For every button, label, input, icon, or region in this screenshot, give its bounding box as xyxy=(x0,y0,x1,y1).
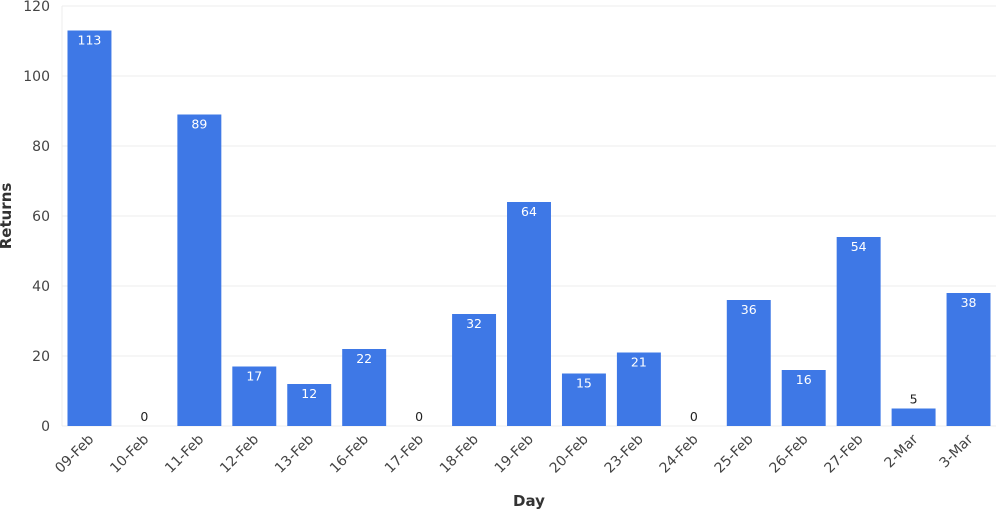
y-axis-ticks: 0 20 40 60 80 100 120 xyxy=(23,0,50,435)
y-tick-label: 20 xyxy=(32,349,50,365)
x-axis-title: Day xyxy=(513,492,545,510)
x-tick-label: 10-Feb xyxy=(107,431,152,476)
bar-value-label: 12 xyxy=(301,386,317,401)
y-axis-title: Returns xyxy=(0,183,15,250)
bar-value-label: 64 xyxy=(521,204,537,219)
bar-value-label: 16 xyxy=(796,372,812,387)
bar-value-labels: 113 0 89 17 12 22 0 32 64 15 21 0 36 16 54 5 38 xyxy=(78,33,977,425)
bar-value-label: 113 xyxy=(78,33,102,48)
bar-value-label: 5 xyxy=(910,392,918,407)
bar-3-Mar[interactable] xyxy=(946,293,991,426)
x-tick-label: 13-Feb xyxy=(272,431,317,476)
y-tick-label: 0 xyxy=(41,419,50,435)
bar-value-label: 17 xyxy=(246,369,262,384)
x-tick-label: 16-Feb xyxy=(327,431,372,476)
x-axis-ticks: 09-Feb 10-Feb 11-Feb 12-Feb 13-Feb 16-Feb 17-F… xyxy=(52,431,976,476)
bar-value-label: 0 xyxy=(140,409,148,424)
bar-value-label: 54 xyxy=(851,239,867,254)
x-tick-label: 25-Feb xyxy=(712,431,757,476)
bar-19-Feb[interactable] xyxy=(507,202,551,426)
bar-13-Feb[interactable] xyxy=(287,384,332,426)
bar-26-Feb[interactable] xyxy=(781,370,826,426)
y-tick-label: 100 xyxy=(23,69,50,85)
bar-11-Feb[interactable] xyxy=(177,114,222,427)
y-tick-label: 40 xyxy=(32,279,50,295)
bar-18-Feb[interactable] xyxy=(452,314,497,426)
x-tick-label: 26-Feb xyxy=(767,431,812,476)
bar-value-label: 0 xyxy=(690,409,698,424)
x-tick-label: 18-Feb xyxy=(437,431,482,476)
bar-27-Feb[interactable] xyxy=(836,237,881,426)
bar-value-label: 38 xyxy=(961,295,977,310)
y-tick-label: 60 xyxy=(32,209,50,225)
bar-2-Mar[interactable] xyxy=(891,408,936,427)
bar-value-label: 0 xyxy=(415,409,423,424)
x-tick-label: 24-Feb xyxy=(657,431,702,476)
x-tick-label: 12-Feb xyxy=(217,431,262,476)
x-tick-label: 20-Feb xyxy=(547,431,592,476)
bar-value-label: 32 xyxy=(466,316,482,331)
x-tick-label: 23-Feb xyxy=(602,431,647,476)
bar-09-Feb[interactable] xyxy=(67,30,112,427)
x-tick-label: 2-Mar xyxy=(882,431,922,471)
bar-value-label: 36 xyxy=(741,302,757,317)
bar-value-label: 15 xyxy=(576,376,592,391)
x-tick-label: 17-Feb xyxy=(382,431,427,476)
bar-value-label: 89 xyxy=(191,117,207,132)
x-tick-label: 09-Feb xyxy=(52,431,97,476)
x-tick-label: 3-Mar xyxy=(936,431,976,471)
bar-23-Feb[interactable] xyxy=(616,352,661,427)
y-tick-label: 80 xyxy=(32,139,50,155)
x-tick-label: 27-Feb xyxy=(821,431,866,476)
bar-16-Feb[interactable] xyxy=(342,349,387,426)
bar-value-label: 21 xyxy=(631,355,647,370)
bar-20-Feb[interactable] xyxy=(561,373,606,427)
bars xyxy=(67,30,991,427)
bar-12-Feb[interactable] xyxy=(232,366,277,427)
bar-value-label: 22 xyxy=(356,351,372,366)
x-tick-label: 11-Feb xyxy=(162,431,207,476)
y-tick-label: 120 xyxy=(23,0,50,15)
x-tick-label: 19-Feb xyxy=(492,431,537,476)
bar-25-Feb[interactable] xyxy=(726,300,771,426)
